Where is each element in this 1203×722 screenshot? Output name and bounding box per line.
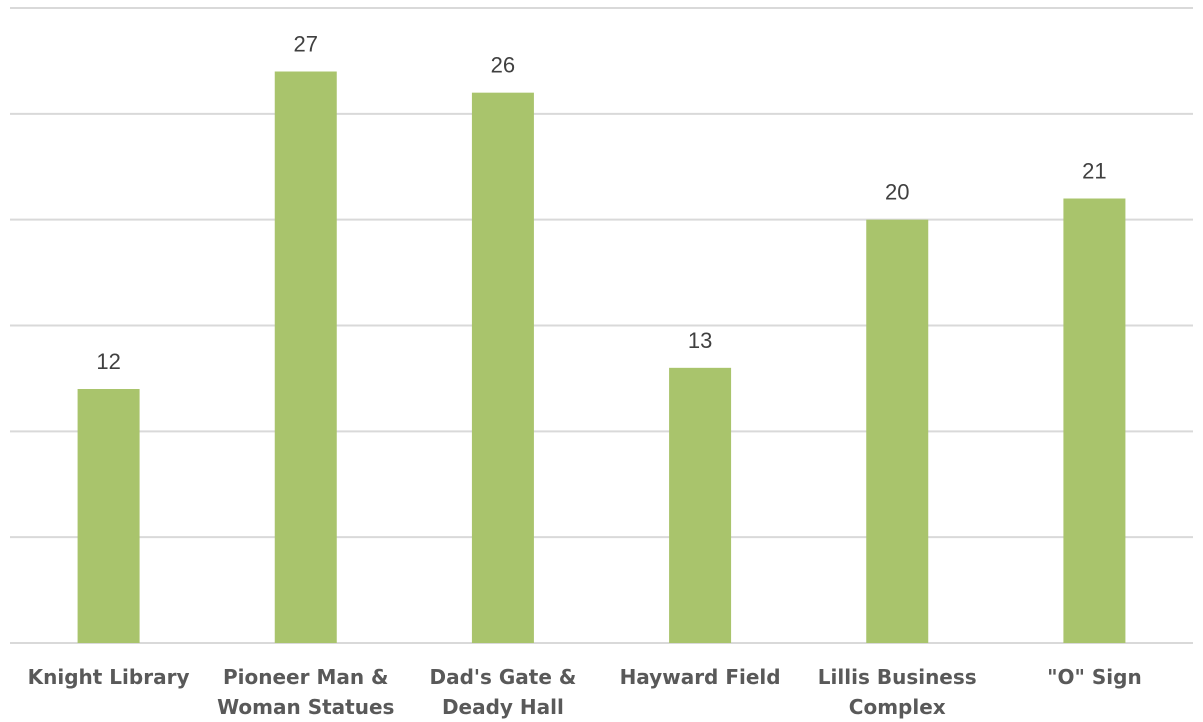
bar: [274, 71, 337, 643]
x-tick-label: Dad's Gate & Deady Hall: [429, 665, 577, 719]
bar: [866, 219, 929, 643]
bar: [77, 389, 140, 643]
data-label: 27: [294, 32, 318, 57]
data-label: 13: [688, 328, 712, 353]
x-tick-label: Hayward Field: [619, 665, 781, 689]
x-tick-label: Pioneer Man & Woman Statues: [217, 665, 395, 719]
x-tick-label: Lillis Business Complex: [817, 665, 977, 719]
bar: [669, 367, 732, 643]
data-label: 12: [96, 349, 120, 374]
x-tick-label: Knight Library: [27, 665, 190, 689]
bar: [471, 92, 534, 643]
data-label: 20: [885, 180, 909, 205]
data-label: 26: [491, 53, 515, 78]
x-tick-label: "O" Sign: [1047, 665, 1142, 689]
bar: [1063, 198, 1126, 643]
data-label: 21: [1082, 159, 1106, 184]
